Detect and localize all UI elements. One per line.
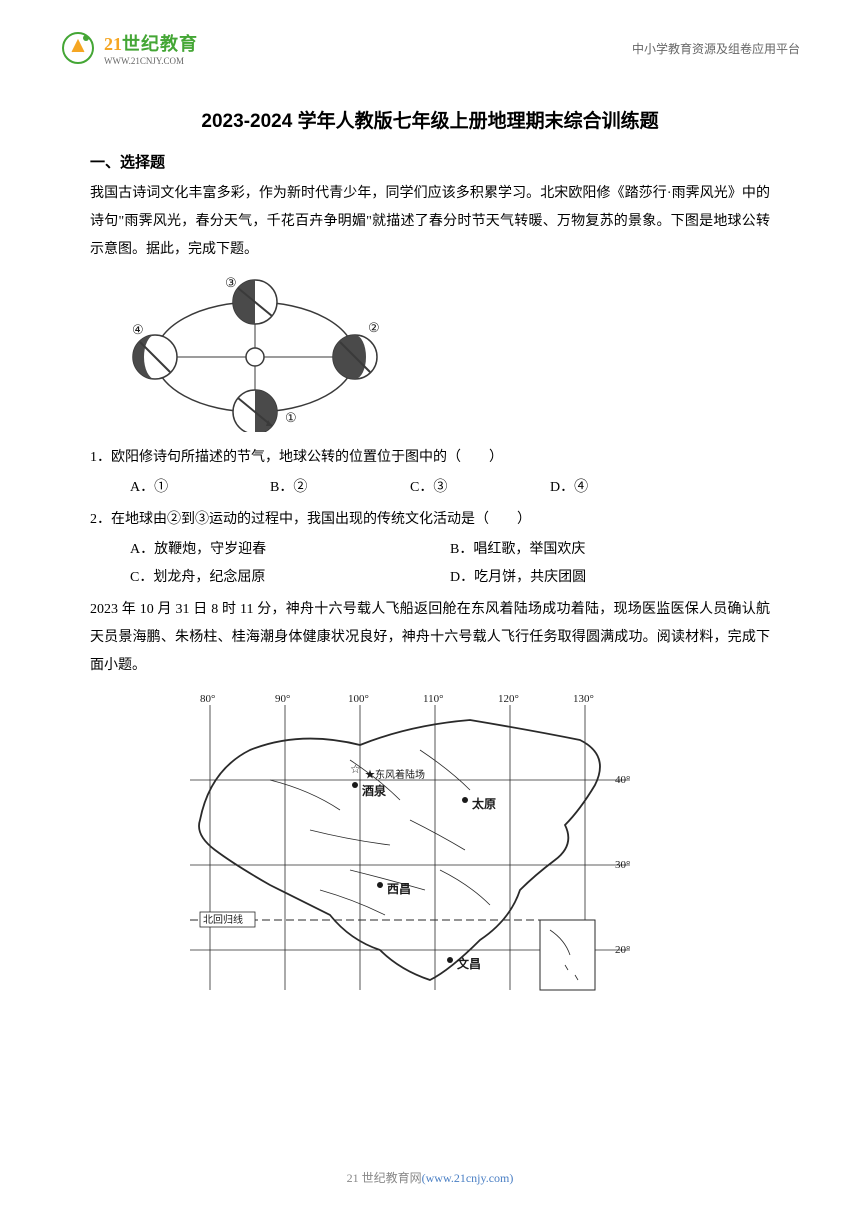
document-title: 2023-2024 学年人教版七年级上册地理期末综合训练题 [90, 106, 770, 133]
svg-text:酒泉: 酒泉 [362, 783, 387, 798]
logo-area: 21世纪教育 WWW.21CNJY.COM [60, 30, 198, 66]
option: A．① [130, 474, 270, 502]
intro-paragraph-1: 我国古诗词文化丰富多彩，作为新时代青少年，同学们应该多积累学习。北宋欧阳修《踏莎… [90, 180, 770, 264]
svg-text:北回归线: 北回归线 [203, 913, 243, 926]
svg-text:②: ② [368, 320, 380, 335]
page-footer: 21 世纪教育网(www.21cnjy.com) [0, 1169, 860, 1186]
footer-link[interactable]: (www.21cnjy.com) [422, 1171, 514, 1185]
svg-text:20°: 20° [615, 944, 630, 956]
logo-main-text: 21世纪教育 [104, 30, 198, 56]
svg-text:④: ④ [132, 322, 144, 337]
intro-paragraph-2: 2023 年 10 月 31 日 8 时 11 分，神舟十六号载人飞船返回舱在东… [90, 596, 770, 680]
option: B．唱红歌，举国欢庆 [450, 536, 770, 564]
svg-text:110°: 110° [423, 693, 444, 705]
option: D．④ [550, 474, 690, 502]
question-1-options: A．① B．② C．③ D．④ [130, 474, 770, 502]
page-content: 2023-2024 学年人教版七年级上册地理期末综合训练题 一、选择题 我国古诗… [0, 76, 860, 1010]
svg-text:120°: 120° [498, 693, 519, 705]
svg-text:☆: ☆ [350, 762, 361, 776]
option: C．划龙舟，纪念屈原 [130, 564, 450, 592]
option: A．放鞭炮，守岁迎春 [130, 536, 450, 564]
svg-text:西昌: 西昌 [387, 882, 411, 896]
logo-text-group: 21世纪教育 WWW.21CNJY.COM [104, 30, 198, 66]
option: D．吃月饼，共庆团圆 [450, 564, 770, 592]
footer-text: 21 世纪教育网 [347, 1171, 422, 1185]
svg-text:★东风着陆场: ★东风着陆场 [365, 768, 425, 781]
section-header: 一、选择题 [90, 151, 770, 172]
svg-text:太原: 太原 [472, 796, 496, 811]
svg-text:文昌: 文昌 [457, 956, 481, 971]
question-2: 2．在地球由②到③运动的过程中，我国出现的传统文化活动是（ ） [90, 506, 770, 534]
svg-text:40°: 40° [615, 774, 630, 786]
china-map-diagram: 80° 90° 100° 110° 120° 130° 40° 30° 20° … [170, 690, 650, 1010]
svg-text:90°: 90° [275, 693, 290, 705]
svg-text:①: ① [285, 410, 297, 425]
svg-text:30°: 30° [615, 859, 630, 871]
logo-icon [60, 30, 96, 66]
option: B．② [270, 474, 410, 502]
svg-text:130°: 130° [573, 693, 594, 705]
svg-text:③: ③ [225, 275, 237, 290]
svg-text:100°: 100° [348, 693, 369, 705]
option: C．③ [410, 474, 550, 502]
orbit-diagram: ① ② ③ ④ [130, 272, 380, 432]
svg-text:80°: 80° [200, 693, 215, 705]
header-right-text: 中小学教育资源及组卷应用平台 [632, 40, 800, 57]
question-1: 1．欧阳修诗句所描述的节气，地球公转的位置位于图中的（ ） [90, 444, 770, 472]
page-header: 21世纪教育 WWW.21CNJY.COM 中小学教育资源及组卷应用平台 [0, 0, 860, 76]
logo-sub-text: WWW.21CNJY.COM [104, 56, 198, 66]
question-2-options: A．放鞭炮，守岁迎春 B．唱红歌，举国欢庆 C．划龙舟，纪念屈原 D．吃月饼，共… [130, 536, 770, 592]
